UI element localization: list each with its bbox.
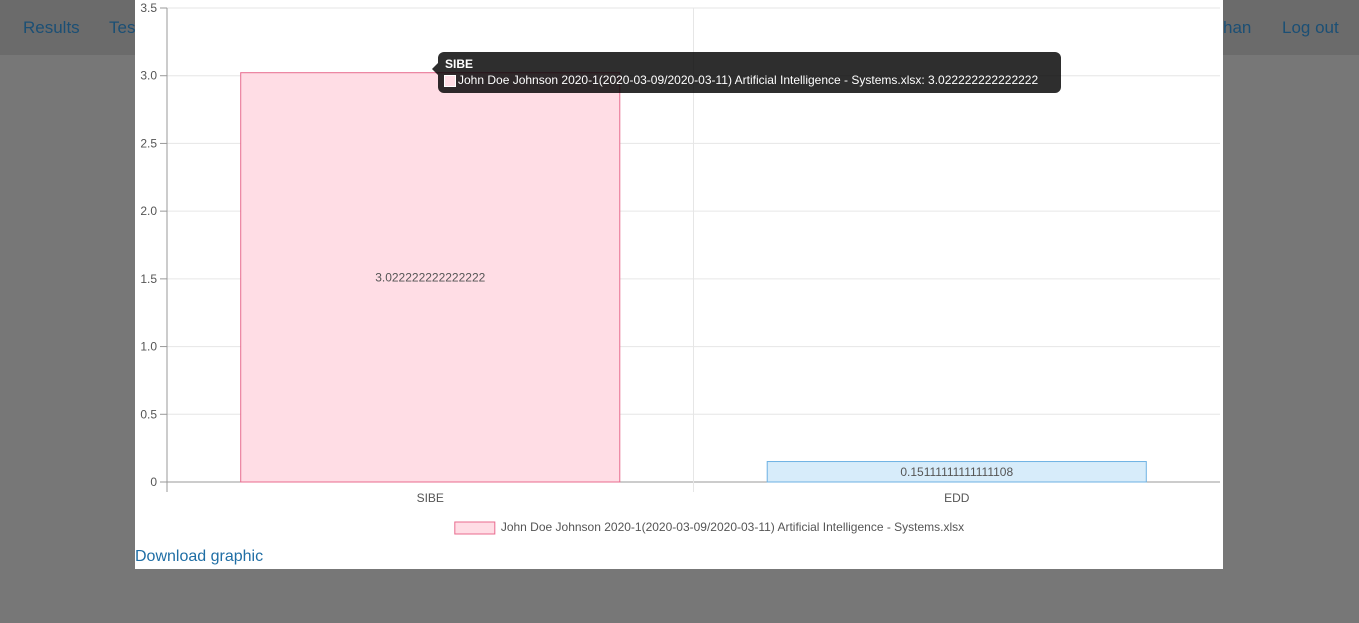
y-tick-label: 2.5	[140, 136, 157, 150]
y-tick-label: 1.5	[140, 272, 157, 286]
y-tick-label: 2.0	[140, 204, 157, 218]
chart-modal: 0 0.5 1.0 1.5 2.0 2.5 3.0 3.5 3.022222222222222 S…	[135, 0, 1223, 569]
tooltip-arrow	[432, 63, 438, 75]
nav-results-link[interactable]: Results	[23, 18, 80, 37]
y-tick-label: 0	[150, 475, 157, 489]
legend-label: John Doe Johnson 2020-1(2020-03-09/2020-…	[501, 520, 964, 534]
y-tick-label: 3.0	[140, 69, 157, 83]
chart-tooltip: SIBE John Doe Johnson 2020-1(2020-03-09/…	[432, 52, 1061, 93]
y-tick-label: 1.0	[140, 340, 157, 354]
logout-link[interactable]: Log out	[1282, 18, 1339, 37]
bar-sibe	[240, 72, 621, 483]
y-tick-label: 0.5	[140, 407, 157, 421]
tooltip-title: SIBE	[445, 57, 474, 71]
x-tick-label: SIBE	[417, 491, 444, 505]
y-tick-label: 3.5	[140, 1, 157, 15]
bar-edd	[766, 461, 1147, 483]
bar-chart: 0 0.5 1.0 1.5 2.0 2.5 3.0 3.5 3.022222222222222 S…	[140, 1, 1220, 535]
tooltip-body: John Doe Johnson 2020-1(2020-03-09/2020-…	[458, 73, 1039, 87]
tooltip-color-swatch	[444, 75, 456, 87]
nav-user-link[interactable]: han	[1223, 18, 1252, 37]
x-tick-label: EDD	[944, 491, 970, 505]
bar-data-label: 3.022222222222222	[375, 270, 485, 284]
bar-data-label: 0.15111111111111108	[900, 465, 1013, 479]
legend-swatch	[454, 521, 496, 535]
download-graphic-link[interactable]: Download graphic	[135, 548, 264, 565]
